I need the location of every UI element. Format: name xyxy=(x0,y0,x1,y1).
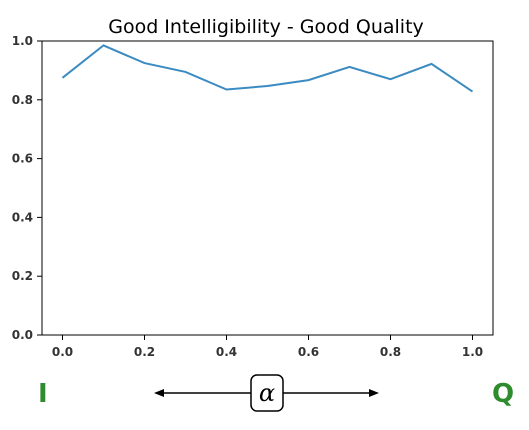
series-line xyxy=(61,44,474,93)
right-label: Q xyxy=(492,379,514,409)
left-label: I xyxy=(38,379,48,409)
y-tick-label: 0.8 xyxy=(12,93,33,107)
x-tick-label: 0.2 xyxy=(134,345,155,359)
y-tick-label: 0.6 xyxy=(12,152,33,166)
x-tick-label: 0.6 xyxy=(298,345,319,359)
alpha-symbol: α xyxy=(259,379,275,407)
y-tick-label: 0.4 xyxy=(12,210,33,224)
chart-title: Good Intelligibility - Good Quality xyxy=(108,16,424,38)
x-tick-label: 1.0 xyxy=(462,345,483,359)
x-tick-label: 0.8 xyxy=(380,345,401,359)
y-tick-label: 0.2 xyxy=(12,269,33,283)
alpha-box xyxy=(250,374,284,412)
plot-area xyxy=(41,40,494,336)
y-tick-label: 1.0 xyxy=(12,34,33,48)
x-tick-label: 0.0 xyxy=(52,345,73,359)
y-tick-label: 0.0 xyxy=(12,328,33,342)
x-axis: 0.0 0.2 0.4 0.6 0.8 1.0 xyxy=(52,335,483,359)
x-tick-label: 0.4 xyxy=(216,345,237,359)
y-axis: 0.0 0.2 0.4 0.6 0.8 1.0 xyxy=(12,34,42,342)
